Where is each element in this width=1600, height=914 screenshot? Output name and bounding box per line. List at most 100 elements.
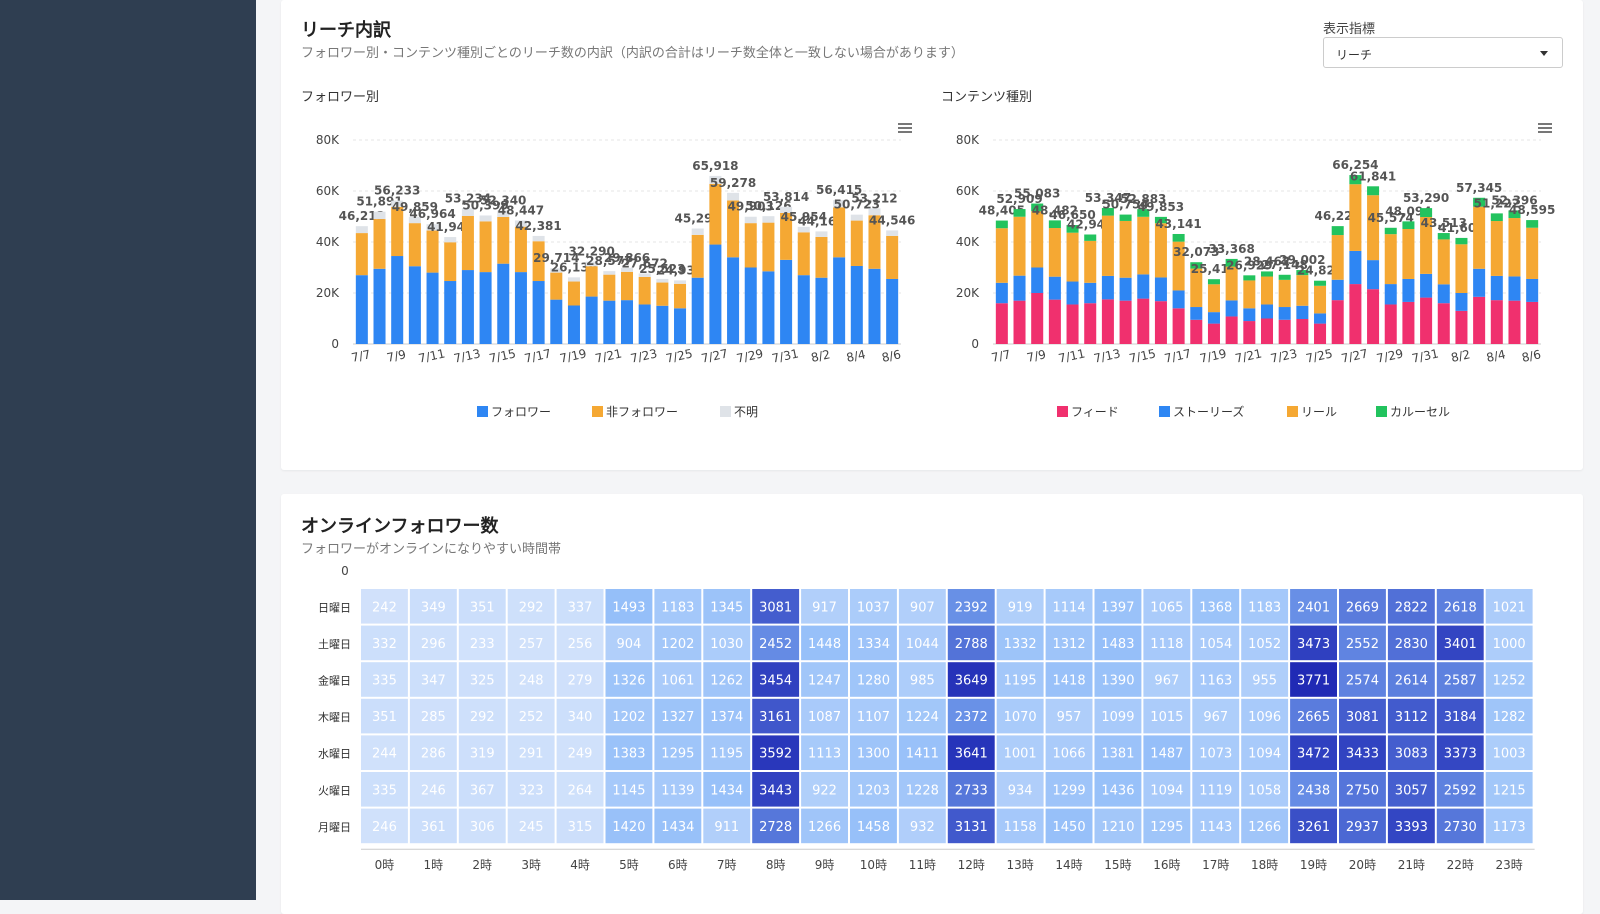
cell-value: 3261 <box>1297 820 1330 835</box>
bar-segment <box>850 220 863 266</box>
data-label: 56,415 <box>816 183 862 197</box>
column-label: 19時 <box>1300 858 1327 872</box>
bar-segment <box>1172 233 1185 242</box>
cell-value: 1094 <box>1150 783 1183 798</box>
cell-value: 3771 <box>1297 674 1330 689</box>
x-tick-label: 8/4 <box>845 347 867 365</box>
heatmap-cell <box>507 662 555 697</box>
column-label: 9時 <box>815 858 835 872</box>
bar-segment <box>674 283 687 309</box>
heatmap-cell <box>409 735 457 770</box>
heatmap-cell <box>703 625 751 661</box>
heatmap-cell <box>752 625 800 661</box>
heatmap-cell <box>1339 589 1386 624</box>
bar-segment <box>1508 210 1521 219</box>
cell-value: 1458 <box>857 820 890 835</box>
cell-value: 1070 <box>1004 710 1037 725</box>
heatmap-cell <box>1387 589 1435 624</box>
column-label: 2時 <box>472 858 492 872</box>
cell-value: 1282 <box>1493 710 1526 725</box>
cell-value: 1436 <box>1101 783 1134 798</box>
cell-value: 2822 <box>1395 600 1428 615</box>
bar-segment <box>567 277 580 282</box>
follower-chart-menu-icon[interactable] <box>898 123 912 133</box>
online-followers-card: オンラインフォロワー数 フォロワーがオンラインになりやすい時間帯 0 日曜日 242… <box>281 494 1583 914</box>
data-label: 46,964 <box>409 207 455 221</box>
cell-value: 967 <box>1154 674 1179 689</box>
heatmap-cell <box>752 662 800 697</box>
cell-value: 932 <box>910 820 935 835</box>
bar-segment <box>620 267 634 272</box>
cell-value: 904 <box>617 637 642 652</box>
cell-value: 2665 <box>1297 710 1330 725</box>
data-label: 44,546 <box>869 213 915 227</box>
x-tick-label: 7/17 <box>1163 346 1192 365</box>
bar-segment <box>656 305 669 344</box>
bar-segment <box>1384 284 1397 305</box>
cell-value: 335 <box>372 674 397 689</box>
cell-value: 1195 <box>1004 674 1037 689</box>
bar-segment <box>1207 279 1220 285</box>
cell-value: 3443 <box>759 783 792 798</box>
cell-value: 1054 <box>1199 637 1232 652</box>
x-tick-label: 7/27 <box>700 346 729 365</box>
heatmap-cell <box>556 589 604 624</box>
heatmap-cell <box>1485 625 1533 661</box>
cell-value: 3649 <box>955 674 988 689</box>
bar-segment <box>691 228 704 235</box>
cell-value: 957 <box>1057 710 1082 725</box>
data-label: 43,513 <box>1421 216 1467 230</box>
bar-segment <box>1190 307 1203 320</box>
cell-value: 3057 <box>1395 783 1428 798</box>
row-label: 土曜日 <box>318 638 351 651</box>
bar-segment <box>1508 276 1521 301</box>
bar-segment <box>1384 304 1397 344</box>
bar-segment <box>1066 225 1079 233</box>
heatmap-cell <box>752 808 800 844</box>
heatmap-cell <box>850 589 897 624</box>
cell-value: 367 <box>470 783 495 798</box>
metric-select[interactable]: リーチ <box>1323 37 1563 68</box>
content-chart-menu-icon[interactable] <box>1538 123 1552 133</box>
bar-segment <box>391 200 404 207</box>
cell-value: 1030 <box>710 637 743 652</box>
data-label: 45,954 <box>781 210 827 224</box>
bar-segment <box>532 281 545 344</box>
bar-segment <box>1172 241 1185 291</box>
y-tick-label: 20K <box>956 286 980 300</box>
bar-segment <box>691 277 704 344</box>
bar-segment <box>603 274 616 301</box>
cell-value: 1262 <box>710 674 743 689</box>
heatmap-cell <box>654 662 702 697</box>
cell-value: 1087 <box>808 710 841 725</box>
bar-segment <box>1013 216 1026 276</box>
heatmap-cell <box>898 808 946 844</box>
bar-segment <box>1437 239 1450 285</box>
bar-segment <box>1243 321 1256 344</box>
column-label: 23時 <box>1496 858 1523 872</box>
heatmap-cell <box>898 735 946 770</box>
cell-value: 1450 <box>1053 820 1086 835</box>
heatmap-cell <box>1094 808 1142 844</box>
heatmap-cell <box>801 625 848 661</box>
heatmap-cell <box>409 698 457 734</box>
cell-value: 3433 <box>1346 747 1379 762</box>
heatmap-cell <box>1143 772 1191 807</box>
cell-value: 1073 <box>1199 747 1232 762</box>
data-label: 26,139 <box>551 260 597 274</box>
x-tick-label: 8/6 <box>1520 347 1542 365</box>
heatmap-cell <box>703 698 751 734</box>
data-label: 55,083 <box>1014 187 1060 201</box>
bar-segment <box>1490 221 1503 276</box>
bar-segment <box>1066 281 1079 305</box>
bar-segment <box>444 237 457 243</box>
cell-value: 1145 <box>612 783 645 798</box>
bar-segment <box>1437 303 1450 344</box>
heatmap-cell <box>1241 625 1289 661</box>
heatmap-cell <box>1192 625 1240 661</box>
bar-segment <box>426 272 439 344</box>
bar-segment <box>479 272 492 344</box>
heatmap-cell <box>752 698 800 734</box>
y-tick-label: 0 <box>331 337 339 351</box>
bar-segment <box>833 200 846 208</box>
